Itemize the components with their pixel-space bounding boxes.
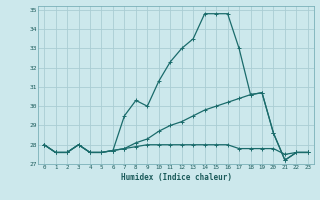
X-axis label: Humidex (Indice chaleur): Humidex (Indice chaleur) xyxy=(121,173,231,182)
